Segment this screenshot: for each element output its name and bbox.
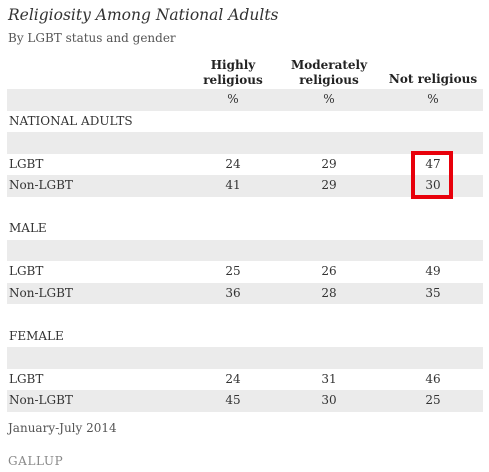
chart-subtitle: By LGBT status and gender [8,31,176,45]
spacer-row [7,132,483,154]
group-label: FEMALE [9,328,64,343]
table-row: LGBT 24 31 46 [7,369,483,391]
value-cell: 46 [425,371,441,386]
row-label: Non-LGBT [9,285,73,300]
group-label: NATIONAL ADULTS [9,113,133,128]
header-highly-religious: Highly religious [193,58,273,87]
header-row: Highly religious Moderately religious No… [7,58,483,89]
value-cell: 24 [225,371,241,386]
group-header-row: NATIONAL ADULTS [7,111,483,133]
value-cell: 35 [425,285,441,300]
row-label: LGBT [9,264,44,278]
value-cell: 30 [321,393,337,407]
group-header-row: MALE [7,218,483,240]
value-cell: 25 [225,264,241,278]
row-label: Non-LGBT [9,178,73,192]
data-table: Highly religious Moderately religious No… [7,58,483,412]
header-not-religious-line1: Not religious [388,72,478,86]
header-moderately-religious-line1: Moderately [290,58,368,72]
value-cell: 29 [321,178,337,192]
value-cell: 49 [425,264,441,278]
unit-cell: % [427,92,439,106]
table-row: Non-LGBT 36 28 35 [7,282,483,304]
table-row: LGBT 24 29 47 [7,154,483,176]
group-header-row: FEMALE [7,326,483,348]
group-label: MALE [9,221,47,235]
table-row: LGBT 25 26 49 [7,261,483,283]
unit-row: %%% [7,89,483,111]
value-cell: 45 [225,393,241,407]
gallup-logo: GALLUP [8,454,64,468]
spacer-row [7,304,483,326]
spacer-row [7,197,483,219]
value-cell: 26 [321,264,337,278]
unit-cell: % [227,92,239,106]
value-cell: 31 [321,371,337,386]
value-cell: 24 [225,156,241,171]
row-label: Non-LGBT [9,393,73,407]
table-body: %%% NATIONAL ADULTS LGBT 24 29 47 Non-LGBT 41 29… [7,89,483,412]
row-label: LGBT [9,371,44,386]
value-cell: 29 [321,156,337,171]
row-label: LGBT [9,156,44,171]
spacer-row [7,347,483,369]
table-row: Non-LGBT 41 29 30 [7,175,483,197]
highlight-box [411,151,453,199]
value-cell: 36 [225,285,241,300]
footnote: January-July 2014 [8,421,117,435]
value-cell: 28 [321,285,337,300]
header-moderately-religious-line2: religious [299,72,359,87]
value-cell: 30 [425,178,441,192]
spacer-row [7,239,483,261]
value-cell: 41 [225,178,241,192]
header-highly-religious-line2: religious [203,72,263,87]
value-cell: 25 [425,393,441,407]
table-row: Non-LGBT 45 30 25 [7,390,483,412]
header-moderately-religious: Moderately religious [284,58,374,87]
chart-title: Religiosity Among National Adults [8,6,279,24]
unit-cell: % [323,92,335,106]
value-cell: 47 [425,156,441,171]
header-not-religious: Not religious [383,72,483,87]
header-highly-religious-line1: Highly [210,58,256,72]
